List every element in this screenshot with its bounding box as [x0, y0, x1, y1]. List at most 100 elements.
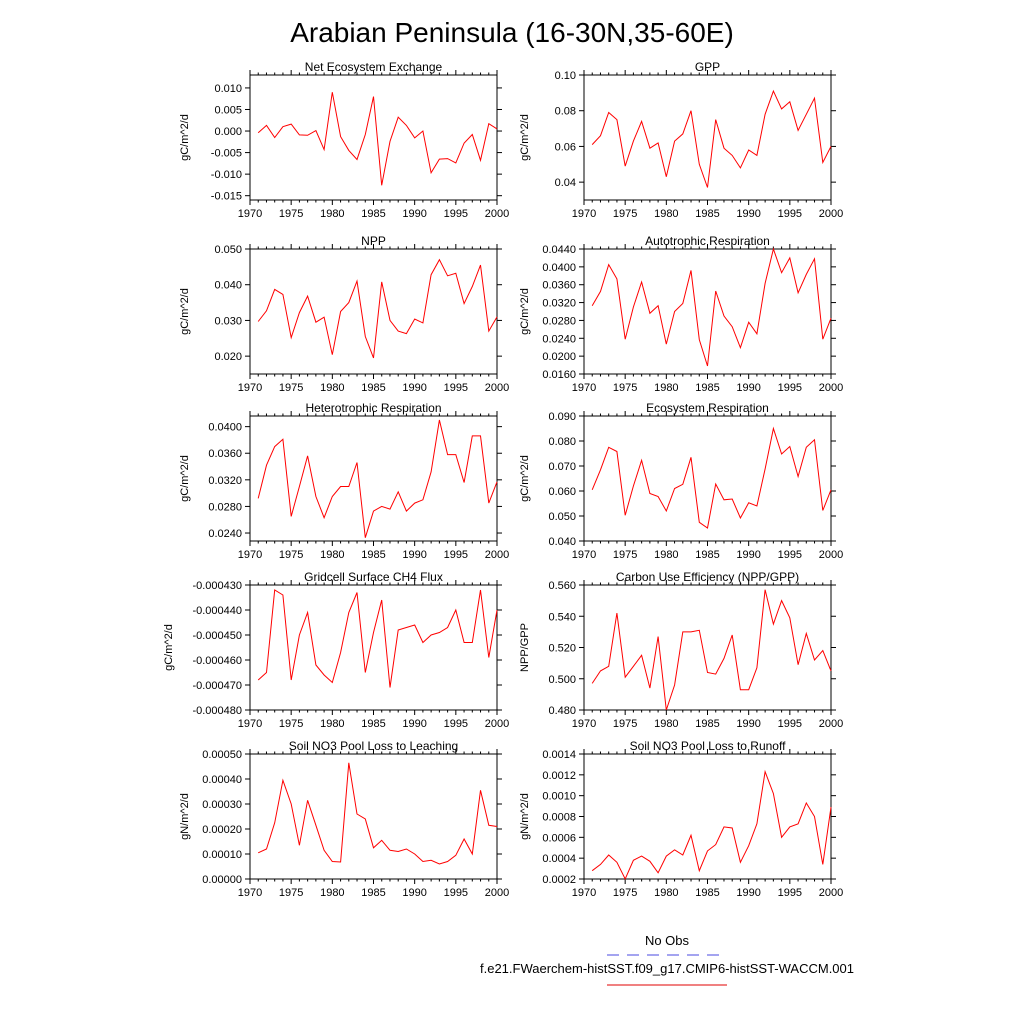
x-tick-label: 1990: [736, 549, 760, 561]
x-tick-label: 1985: [695, 887, 719, 899]
x-tick-label: 1975: [613, 887, 637, 899]
x-tick-label: 1975: [613, 718, 637, 730]
y-tick-label: 0.0360: [542, 280, 576, 292]
x-tick-label: 1975: [279, 208, 303, 220]
x-tick-label: 1980: [654, 718, 678, 730]
x-tick-label: 1970: [572, 887, 596, 899]
legend: No Obs f.e21.FWaerchem-histSST.f09_g17.C…: [480, 933, 854, 986]
x-tick-label: 2000: [819, 887, 843, 899]
y-axis-label: gC/m^2/d: [179, 288, 191, 335]
panel-title: Soil NO3 Pool Loss to Leaching: [289, 739, 458, 753]
chart-panel: Soil NO3 Pool Loss to Leaching 1970 1975 19…: [179, 739, 509, 899]
plot-frame: [249, 74, 498, 201]
y-tick-label: 0.0400: [208, 422, 242, 434]
y-tick-label: 0.0360: [208, 448, 242, 460]
x-tick-label: 1980: [654, 549, 678, 561]
x-tick-label: 1985: [361, 887, 385, 899]
x-tick-label: 1980: [320, 887, 344, 899]
x-tick-label: 2000: [819, 718, 843, 730]
x-tick-label: 1995: [444, 718, 468, 730]
y-tick-label: 0.070: [548, 461, 576, 473]
x-tick-label: 1985: [361, 382, 385, 394]
y-tick-label: 0.00030: [202, 799, 242, 811]
chart-panel: NPP 1970 1975 1980 1985 1990 1995 2000 0.050 0.04…: [179, 234, 509, 394]
x-tick-label: 1995: [444, 887, 468, 899]
y-tick-label: 0.0004: [542, 853, 576, 865]
x-tick-label: 1995: [444, 549, 468, 561]
y-tick-label: -0.015: [211, 191, 242, 203]
x-tick-label: 1970: [238, 382, 262, 394]
y-tick-label: 0.050: [214, 244, 242, 256]
x-tick-label: 1975: [279, 382, 303, 394]
y-tick-label: 0.04: [555, 177, 576, 189]
y-tick-label: 0.0240: [208, 528, 242, 540]
x-tick-label: 1990: [736, 208, 760, 220]
y-tick-label: -0.000440: [192, 605, 242, 617]
x-tick-label: 1995: [778, 382, 802, 394]
panel-title: Carbon Use Efficiency (NPP/GPP): [616, 570, 799, 584]
x-tick-label: 1980: [654, 208, 678, 220]
series-line: [257, 762, 498, 865]
y-tick-label: 0.0014: [542, 749, 576, 761]
panel-title: Ecosystem Respiration: [646, 401, 769, 415]
chart-panel: Heterotrophic Respiration 1970 1975 1980 198…: [179, 401, 509, 561]
series-line: [591, 769, 832, 881]
x-tick-label: 1995: [778, 718, 802, 730]
x-tick-label: 1980: [654, 382, 678, 394]
x-tick-label: 1970: [238, 208, 262, 220]
panel-grid: Net Ecosystem Exchange 1970 1975 1980 1985 19…: [163, 60, 843, 899]
y-tick-label: 0.0002: [542, 874, 576, 886]
y-tick-label: 0.0200: [542, 351, 576, 363]
x-tick-label: 1980: [654, 887, 678, 899]
x-tick-label: 1985: [695, 549, 719, 561]
series-line: [591, 89, 832, 188]
panel-title: Net Ecosystem Exchange: [305, 60, 443, 74]
y-axis-label: gC/m^2/d: [519, 288, 531, 335]
x-tick-label: 1985: [361, 718, 385, 730]
y-tick-label: -0.000430: [192, 580, 242, 592]
x-tick-label: 1975: [613, 549, 637, 561]
y-tick-label: 0.06: [555, 141, 576, 153]
y-tick-label: 0.0320: [542, 298, 576, 310]
y-tick-label: 0.0280: [542, 315, 576, 327]
series-line: [257, 92, 498, 186]
y-tick-label: 0.010: [214, 83, 242, 95]
x-tick-label: 1985: [361, 549, 385, 561]
y-tick-label: 0.040: [214, 280, 242, 292]
y-tick-label: 0.00010: [202, 849, 242, 861]
chart-panel: Gridcell Surface CH4 Flux 1970 1975 1980 198…: [163, 570, 509, 730]
series-line: [257, 258, 498, 359]
chart-panel: GPP 1970 1975 1980 1985 1990 1995 2000 0.10 0.08 0…: [519, 60, 843, 220]
figure-title: Arabian Peninsula (16-30N,35-60E): [290, 17, 734, 48]
series-line: [591, 589, 832, 711]
x-tick-label: 1990: [402, 549, 426, 561]
panel-title: GPP: [695, 60, 720, 74]
x-tick-label: 2000: [819, 382, 843, 394]
y-tick-label: 0.000: [214, 126, 242, 138]
x-tick-label: 1985: [361, 208, 385, 220]
y-tick-label: 0.08: [555, 106, 576, 118]
y-tick-label: 0.060: [548, 486, 576, 498]
x-tick-label: 1995: [778, 887, 802, 899]
x-tick-label: 1995: [444, 208, 468, 220]
y-tick-label: 0.500: [548, 674, 576, 686]
x-tick-label: 1995: [778, 208, 802, 220]
x-tick-label: 1985: [695, 718, 719, 730]
y-tick-label: 0.050: [548, 511, 576, 523]
y-tick-label: -0.010: [211, 169, 242, 181]
x-tick-label: 1995: [778, 549, 802, 561]
series-line: [591, 426, 832, 529]
x-tick-label: 1990: [736, 887, 760, 899]
x-tick-label: 1975: [279, 549, 303, 561]
y-tick-label: -0.005: [211, 148, 242, 160]
chart-panel: Ecosystem Respiration 1970 1975 1980 1985 199…: [519, 401, 843, 561]
y-tick-label: 0.090: [548, 411, 576, 423]
y-axis-label: NPP/GPP: [519, 623, 531, 672]
panel-title: Heterotrophic Respiration: [305, 401, 441, 415]
y-tick-label: -0.000460: [192, 655, 242, 667]
y-tick-label: 0.00020: [202, 824, 242, 836]
legend-label-obs: No Obs: [645, 933, 690, 948]
plot-frame: [249, 584, 498, 711]
y-tick-label: 0.00050: [202, 749, 242, 761]
